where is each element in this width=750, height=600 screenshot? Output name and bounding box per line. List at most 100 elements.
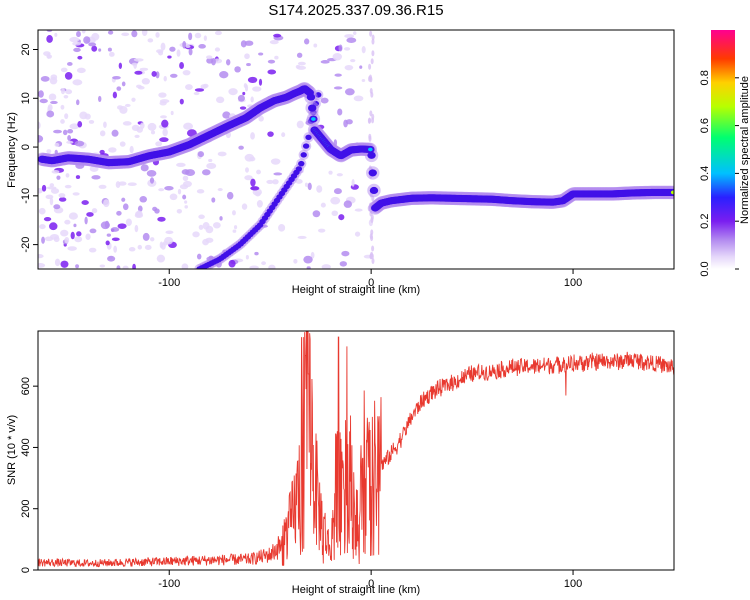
spectrogram-x-axis-label: Height of straight line (km) [292,284,420,296]
noise-blob [369,30,373,37]
noise-blob [89,228,97,234]
noise-blob [152,206,158,212]
noise-blob [176,162,186,168]
snr-x-axis-label: Height of straight line (km) [292,584,420,596]
noise-blob [150,130,156,135]
noise-blob [122,265,129,269]
chart-title: S174.2025.337.09.36.R15 [268,2,443,19]
x-tick-label: -100 [158,277,180,289]
noise-blob [167,55,172,59]
noise-blob [304,182,308,187]
noise-blob [266,179,274,184]
spectrogram-y-ticks: -20 -10 0 10 20 [20,43,38,253]
noise-blob [245,255,249,260]
noise-blob [268,264,276,269]
noise-blob [64,72,73,80]
noise-blob [110,227,120,232]
noise-blob [269,40,279,45]
noise-blob [84,113,91,120]
noise-blob [317,228,326,233]
noise-blob [169,46,176,52]
noise-blob [201,169,211,176]
noise-blob [60,229,69,237]
noise-blob [64,113,69,120]
noise-blob [344,64,354,71]
noise-blob [38,90,44,98]
noise-blob [200,84,208,90]
noise-blob [118,181,127,186]
noise-blob [107,47,112,52]
noise-blob [116,210,122,216]
noise-blob [118,62,123,69]
noise-blob [320,202,326,208]
spectrogram-y-axis-label: Frequency (Hz) [6,112,18,188]
noise-blob [214,47,221,52]
noise-blob [137,244,143,250]
noise-blob [134,134,140,139]
y-tick-label: 600 [20,377,32,395]
noise-blob [63,94,69,99]
noise-blob [321,264,331,269]
noise-blob [256,169,261,175]
noise-blob [316,185,323,193]
noise-blob [50,188,60,194]
noise-blob [267,69,277,75]
noise-blob [65,173,70,178]
noise-blob [41,236,45,244]
noise-blob [39,224,46,230]
y-tick-label: 400 [20,438,32,456]
noise-blob [151,71,157,77]
colorbar-label: Normalized spectral amplitude [739,76,750,224]
noise-blob [140,164,149,172]
noise-blob [258,52,264,56]
noise-blob [159,99,170,104]
noise-blob [46,35,53,43]
noise-blob [371,257,375,264]
noise-blob [100,221,110,230]
noise-blob [370,251,374,258]
noise-blob [254,251,259,256]
noise-blob [332,52,343,61]
noise-blob [328,170,333,175]
noise-blob [320,60,330,64]
noise-blob [182,70,191,76]
noise-blob [219,71,229,79]
noise-blob [56,175,61,180]
noise-blob [185,44,191,49]
noise-blob [86,212,94,217]
x-tick-label: 100 [564,578,582,590]
ridge-highlight [368,147,373,152]
noise-blob [219,216,223,221]
snr-series-line [38,331,674,568]
noise-blob [169,193,178,201]
noise-blob [164,236,174,245]
spectrogram-frame [37,29,675,270]
noise-blob [198,224,204,230]
ridge-point [305,134,312,141]
noise-blob [157,216,166,222]
noise-blob [249,265,259,269]
noise-blob [313,43,318,48]
noise-blob [228,259,236,268]
snr-panel: -100 0 100 0 200 400 600 Height of straight l… [6,330,675,596]
noise-blob [121,32,130,37]
ridge-point [302,143,310,149]
noise-blob [338,44,343,52]
noise-blob [81,30,86,34]
noise-blob [333,188,342,195]
noise-blob [281,132,286,138]
noise-blob [185,169,196,177]
noise-blob [244,153,255,162]
noise-blob [60,88,65,95]
noise-blob [179,98,184,105]
noise-blob [49,222,58,231]
noise-blob [163,75,167,82]
noise-blob [38,121,41,130]
noise-blob [206,55,213,60]
noise-blob [53,204,61,210]
noise-blob [98,184,107,189]
noise-blob [256,199,263,208]
noise-blob [306,266,311,269]
snr-y-ticks: 0 200 400 600 [20,377,38,573]
